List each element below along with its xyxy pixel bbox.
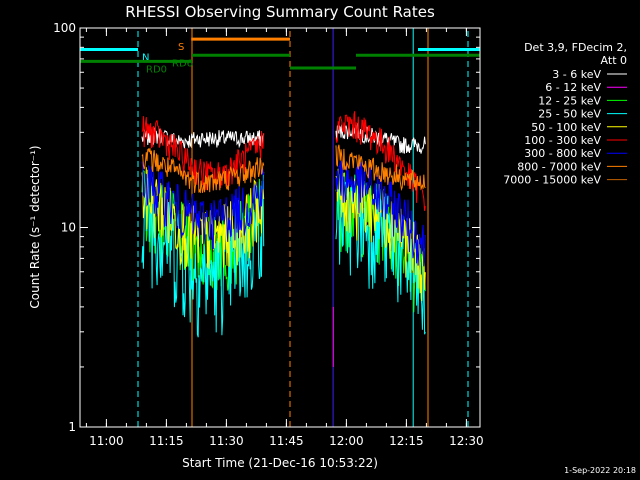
x-axis-label: Start Time (21-Dec-16 10:53:22) [182, 456, 378, 470]
legend-header: Det 3,9, FDecim 2, [524, 41, 627, 54]
state-flags: N S RD0 RD6 [80, 37, 480, 75]
y-tick-label: 100 [53, 21, 76, 35]
legend-entry-label: 800 - 7000 keV [517, 160, 601, 173]
x-tick-label: 12:15 [389, 434, 424, 448]
series-lines [141, 111, 426, 367]
legend-entry-label: 12 - 25 keV [538, 94, 601, 107]
x-tick-label: 12:00 [329, 434, 364, 448]
legend-header: Att 0 [601, 54, 627, 67]
state-flag-label: S [178, 42, 184, 53]
x-tick-label: 11:30 [209, 434, 244, 448]
y-tick-label: 10 [61, 221, 76, 235]
state-flag-label: N [142, 53, 149, 64]
series-line [141, 116, 265, 191]
legend-entry-label: 3 - 6 keV [552, 68, 601, 81]
series-line [335, 111, 426, 211]
x-tick-label: 11:15 [149, 434, 184, 448]
legend-entry-label: 25 - 50 keV [538, 108, 601, 121]
y-tick-label: 1 [68, 420, 76, 434]
y-axis-ticks: 1 10 100 [53, 21, 480, 434]
legend-entry-label: 300 - 800 keV [524, 147, 601, 160]
series-line [141, 178, 265, 338]
legend-entry-label: 7000 - 15000 keV [503, 174, 601, 187]
series-line [141, 161, 265, 250]
series-line [141, 148, 265, 194]
footer-timestamp: 1-Sep-2022 20:18 [564, 466, 636, 475]
y-axis-label: Count Rate (s⁻¹ detector⁻¹) [28, 145, 42, 308]
x-tick-label: 11:00 [89, 434, 124, 448]
chart-title: RHESSI Observing Summary Count Rates [125, 3, 435, 21]
state-flag-label: RD0 [146, 64, 167, 75]
x-tick-label: 12:30 [449, 434, 484, 448]
legend-entry-label: 6 - 12 keV [545, 81, 601, 94]
time-markers [137, 28, 469, 427]
state-flag-label: RD6 [172, 58, 193, 69]
x-axis-ticks: 11:00 11:15 11:30 11:45 12:00 12:15 12:30 [85, 28, 484, 448]
legend-entry-label: 100 - 300 keV [524, 134, 601, 147]
series-line [335, 166, 426, 302]
x-tick-label: 11:45 [269, 434, 304, 448]
legend-entry-label: 50 - 100 keV [531, 121, 601, 134]
series-line [335, 144, 426, 191]
